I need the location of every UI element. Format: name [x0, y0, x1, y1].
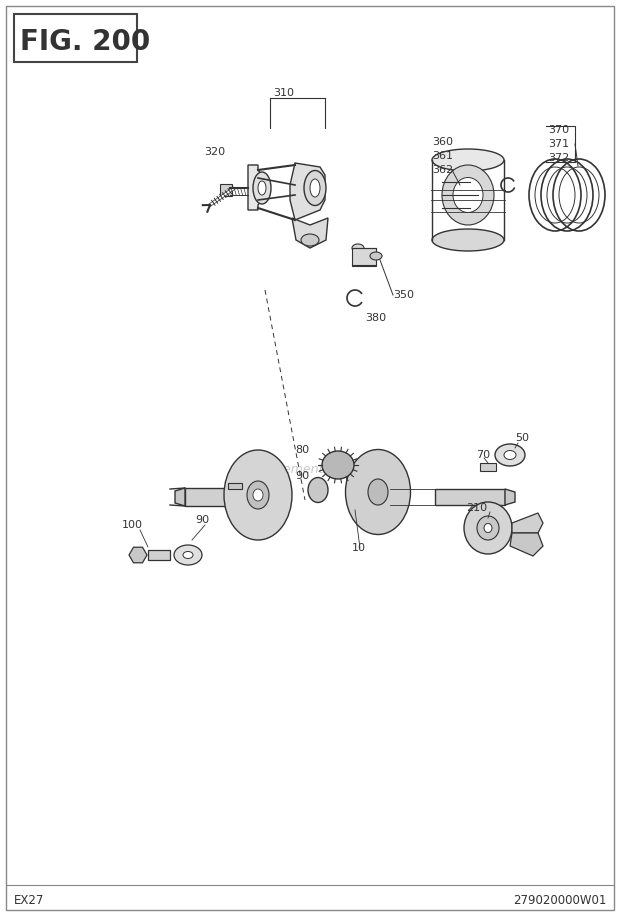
Ellipse shape	[464, 502, 512, 554]
Text: 90: 90	[295, 471, 309, 481]
Text: 100: 100	[122, 520, 143, 530]
Ellipse shape	[368, 479, 388, 505]
Ellipse shape	[484, 524, 492, 532]
Text: eReplacementParts.com: eReplacementParts.com	[234, 463, 386, 476]
Ellipse shape	[432, 149, 504, 171]
Ellipse shape	[352, 244, 364, 252]
Text: 362: 362	[432, 165, 453, 175]
Ellipse shape	[224, 450, 292, 540]
Ellipse shape	[174, 545, 202, 565]
Bar	[435, 489, 505, 505]
Ellipse shape	[453, 178, 483, 213]
Bar	[220, 184, 232, 196]
Ellipse shape	[495, 444, 525, 466]
Text: 90: 90	[195, 515, 209, 525]
Ellipse shape	[310, 179, 320, 197]
Polygon shape	[292, 218, 328, 248]
Text: 372: 372	[548, 153, 569, 163]
Polygon shape	[248, 165, 262, 210]
Ellipse shape	[322, 451, 354, 479]
Ellipse shape	[301, 234, 319, 246]
Text: 361: 361	[432, 151, 453, 161]
Text: 370: 370	[548, 125, 569, 135]
Text: 50: 50	[515, 433, 529, 443]
Ellipse shape	[183, 551, 193, 559]
Bar	[185, 488, 240, 506]
Text: 279020000W01: 279020000W01	[513, 893, 606, 907]
Text: 320: 320	[204, 147, 225, 157]
Ellipse shape	[504, 451, 516, 460]
Ellipse shape	[247, 481, 269, 509]
Text: FIG. 200: FIG. 200	[20, 28, 150, 56]
Bar	[480, 463, 496, 471]
Bar	[148, 550, 170, 560]
Ellipse shape	[308, 477, 328, 503]
Text: 80: 80	[295, 445, 309, 455]
Ellipse shape	[253, 489, 263, 501]
Polygon shape	[290, 163, 325, 220]
Polygon shape	[510, 533, 543, 556]
Text: EX27: EX27	[14, 893, 45, 907]
Text: 380: 380	[365, 313, 386, 323]
Bar	[14, 14, 137, 62]
Polygon shape	[512, 513, 543, 533]
Text: 371: 371	[548, 139, 569, 149]
Text: 70: 70	[476, 450, 490, 460]
Bar	[228, 483, 242, 489]
Ellipse shape	[370, 252, 382, 260]
Polygon shape	[505, 489, 515, 505]
Ellipse shape	[477, 516, 499, 540]
Polygon shape	[175, 488, 185, 506]
Ellipse shape	[253, 172, 271, 204]
Text: 360: 360	[432, 137, 453, 147]
Ellipse shape	[258, 181, 266, 195]
Ellipse shape	[304, 170, 326, 205]
Ellipse shape	[345, 450, 410, 535]
Ellipse shape	[442, 165, 494, 225]
Text: 350: 350	[393, 290, 414, 300]
Text: 310: 310	[273, 88, 294, 98]
Text: 210: 210	[466, 503, 487, 513]
Text: 10: 10	[352, 543, 366, 553]
Ellipse shape	[432, 229, 504, 251]
Bar	[352, 248, 376, 266]
